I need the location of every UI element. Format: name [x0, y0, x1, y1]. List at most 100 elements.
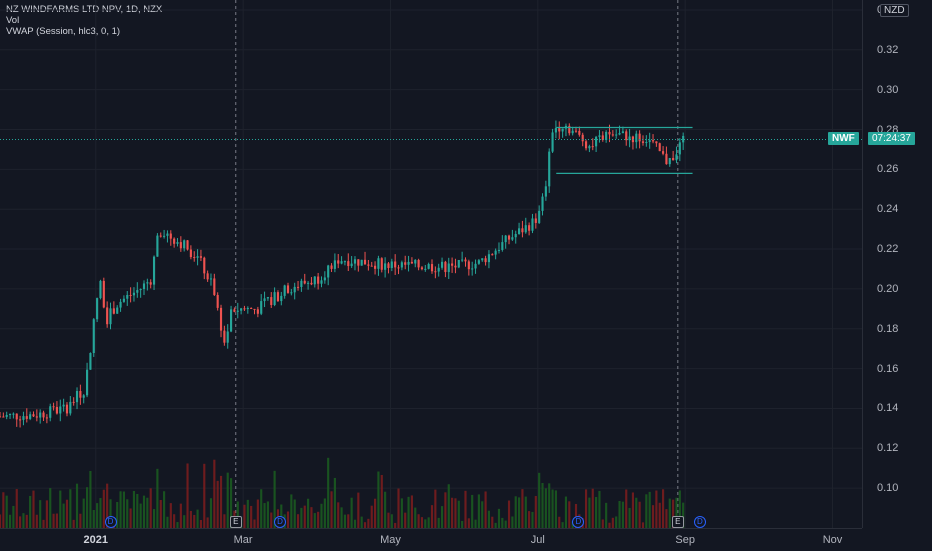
dividend-icon[interactable]: D — [104, 516, 117, 528]
price-tick-label: 0.30 — [877, 83, 899, 96]
volume-bar — [25, 514, 28, 528]
candle-body — [22, 416, 25, 420]
volume-bar — [390, 514, 393, 528]
time-axis[interactable]: 2021 Mar May Jul Sep Nov — [0, 528, 862, 551]
candle-body — [454, 265, 457, 268]
dividend-icon[interactable]: D — [572, 516, 585, 528]
dividend-icon[interactable]: D — [693, 516, 706, 528]
volume-bar — [250, 505, 253, 528]
volume-bar — [635, 497, 638, 528]
volume-bar — [531, 511, 534, 528]
legend-volume[interactable]: Vol — [6, 15, 20, 26]
candle-body — [343, 261, 347, 263]
volume-bar — [42, 519, 45, 528]
volume-bar — [286, 511, 290, 528]
candle-body — [42, 412, 45, 418]
candle-body — [240, 308, 243, 311]
volume-bar — [430, 505, 434, 528]
candle-body — [538, 210, 541, 223]
candle-body — [377, 258, 380, 269]
volume-bar — [628, 507, 631, 528]
volume-bar — [387, 512, 390, 528]
dividend-icon[interactable]: D — [273, 516, 286, 528]
volume-bar — [45, 500, 48, 528]
volume-bar — [511, 516, 514, 528]
candle-body — [574, 130, 578, 132]
price-chart[interactable] — [0, 0, 862, 528]
candle-body — [129, 294, 132, 296]
time-tick-label: Nov — [822, 534, 843, 546]
volume-bar — [574, 503, 578, 528]
candle-body — [132, 292, 136, 296]
volume-bar — [246, 499, 249, 528]
candle-body — [286, 285, 290, 293]
candle-body — [280, 295, 283, 302]
volume-bar — [397, 488, 400, 528]
candle-body — [357, 259, 360, 266]
candle-body — [226, 331, 229, 343]
volume-bar — [625, 489, 628, 528]
candle-body — [655, 141, 658, 144]
time-tick-label: 2021 — [83, 534, 109, 546]
volume-bar — [2, 492, 5, 528]
candle-body — [243, 308, 246, 310]
volume-bar — [96, 503, 99, 528]
earnings-icon[interactable]: E — [229, 516, 242, 528]
candle-body — [340, 261, 343, 264]
volume-bar — [357, 492, 360, 528]
candle-body — [625, 131, 628, 141]
candle-body — [169, 233, 172, 239]
candle-body — [52, 406, 55, 408]
volume-bar — [481, 501, 484, 528]
candle-body — [528, 225, 531, 231]
candle-body — [477, 260, 480, 264]
volume-bar — [394, 522, 397, 528]
volume-bar — [156, 468, 159, 528]
volume-bar — [484, 491, 487, 528]
candle-body — [427, 264, 430, 269]
candle-body — [578, 130, 581, 135]
price-tick-label: 0.14 — [877, 402, 899, 415]
candle-body — [561, 128, 564, 132]
candle-body — [8, 413, 12, 415]
price-tick-label: 0.16 — [877, 362, 899, 375]
candle-body — [554, 128, 557, 133]
candle-body — [394, 261, 397, 268]
volume-bar — [19, 516, 22, 528]
legend-vwap[interactable]: VWAP (Session, hlc3, 0, 1) — [6, 26, 121, 37]
time-tick-label: Jul — [530, 534, 545, 546]
candle-body — [156, 235, 159, 257]
volume-bar — [330, 491, 333, 528]
price-axis[interactable]: 0.340.320.300.280.260.240.220.200.180.16… — [862, 0, 932, 528]
currency-badge[interactable]: NZD — [880, 4, 909, 17]
volume-bar — [159, 499, 162, 528]
candle-body — [236, 310, 239, 312]
candle-body — [186, 240, 189, 250]
candle-body — [504, 235, 507, 243]
volume-bar — [548, 483, 551, 528]
candle-body — [99, 280, 102, 299]
volume-bar — [518, 497, 521, 528]
earnings-icon[interactable]: E — [671, 516, 684, 528]
candle-body — [323, 277, 326, 281]
volume-bar — [651, 505, 655, 528]
volume-bar — [424, 519, 427, 528]
volume-bar — [595, 497, 598, 528]
volume-bar — [223, 514, 226, 528]
candle-body — [206, 273, 209, 280]
candle-body — [273, 292, 276, 305]
volume-bar — [263, 503, 266, 528]
candle-body — [146, 282, 149, 284]
volume-bar — [665, 509, 668, 528]
candle-body — [82, 395, 85, 398]
candle-body — [461, 259, 464, 261]
candle-body — [307, 282, 310, 284]
candle-body — [136, 290, 139, 293]
volume-bar — [400, 498, 403, 528]
volume-bar — [420, 517, 424, 528]
candle-body — [474, 263, 477, 269]
candle-body — [303, 280, 306, 284]
volume-bar — [541, 483, 544, 528]
volume-bar — [343, 514, 347, 528]
candle-body — [219, 307, 223, 331]
